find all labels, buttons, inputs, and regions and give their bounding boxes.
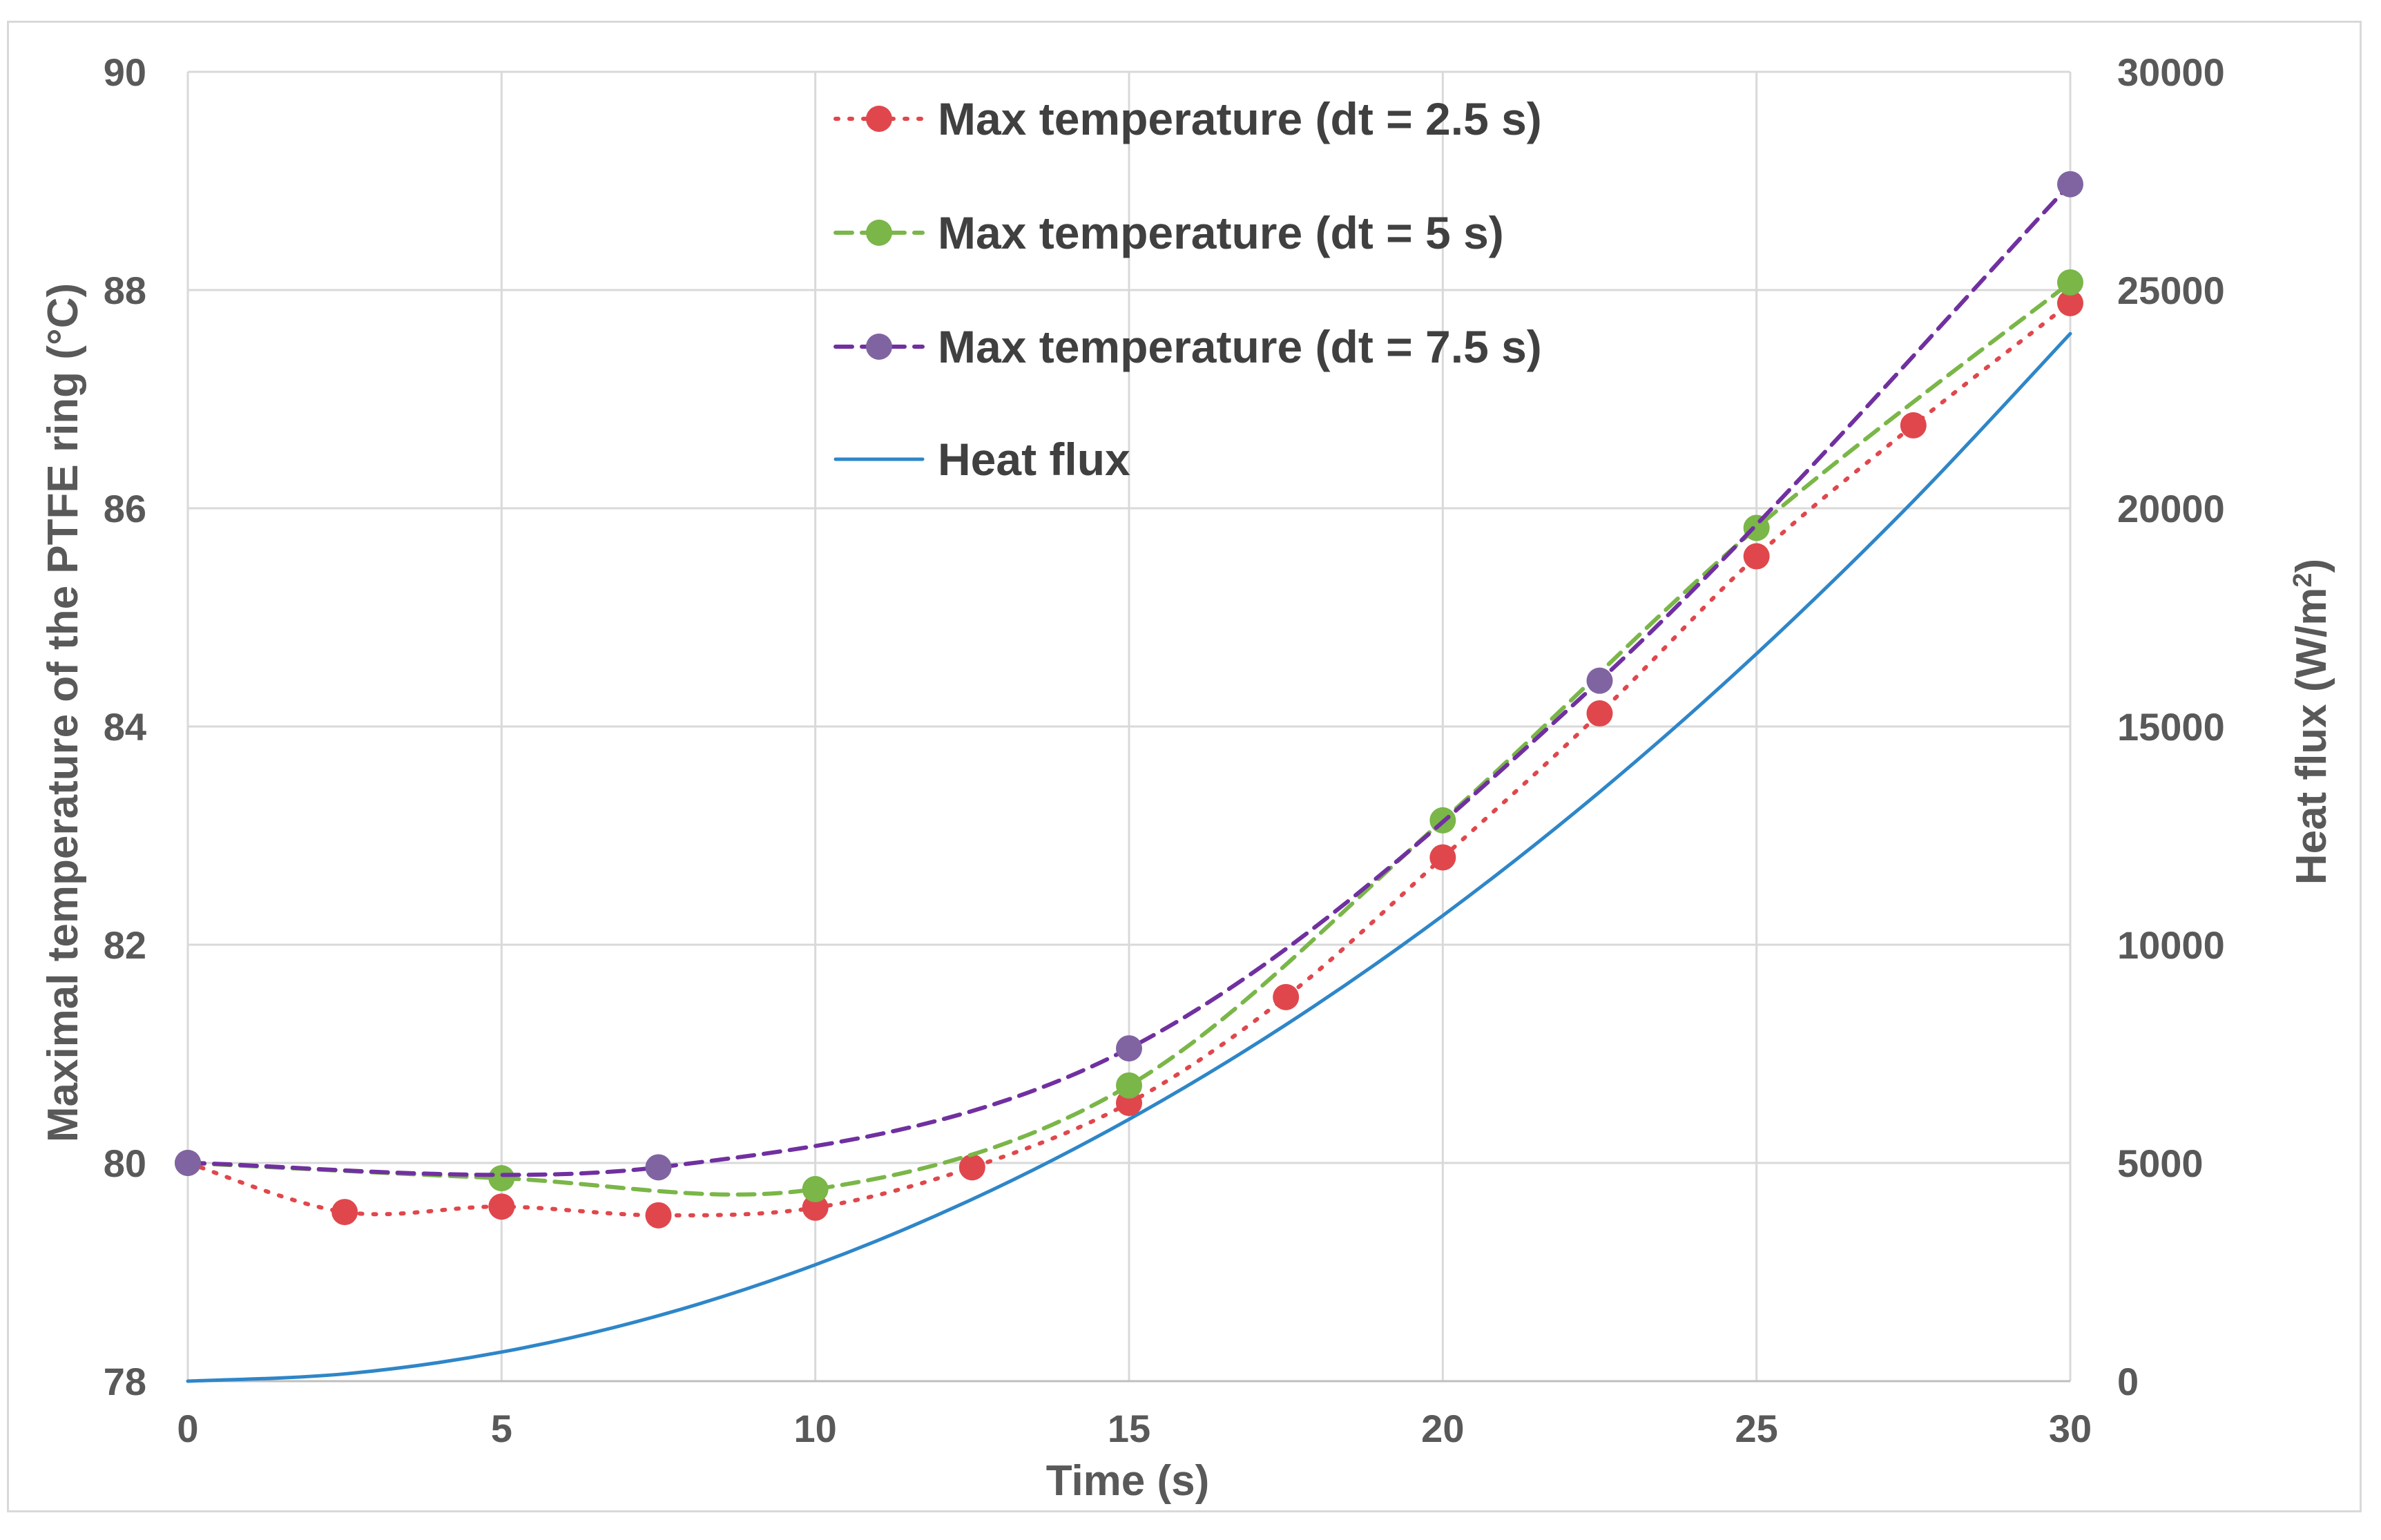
- y-axis-right-title-superscript: 2: [2288, 572, 2317, 587]
- data-point-max-temperature-dt-7-5-s: [1116, 1035, 1142, 1062]
- data-point-max-temperature-dt-2-5-s: [488, 1193, 515, 1220]
- data-point-max-temperature-dt-2-5-s: [1900, 412, 1927, 439]
- data-point-max-temperature-dt-5-s: [488, 1165, 515, 1192]
- series-line-heat-flux: [186, 331, 2072, 1383]
- y-right-tick-label: 20000: [2117, 487, 2225, 530]
- y-right-tick-label: 25000: [2117, 269, 2225, 312]
- y-left-tick-label: 78: [104, 1360, 146, 1403]
- y-left-tick-label: 86: [104, 487, 146, 530]
- data-point-max-temperature-dt-2-5-s: [1586, 700, 1613, 727]
- data-point-max-temperature-dt-2-5-s: [645, 1202, 672, 1229]
- data-point-max-temperature-dt-7-5-s: [175, 1150, 201, 1176]
- data-point-max-temperature-dt-2-5-s: [1273, 983, 1300, 1010]
- x-axis-title: Time (s): [1046, 1457, 1210, 1505]
- data-point-max-temperature-dt-5-s: [802, 1175, 829, 1202]
- y-right-tick-label: 0: [2117, 1360, 2139, 1403]
- series-line-max-temperature-dt-2-5-s: [186, 300, 2072, 1217]
- data-point-max-temperature-dt-2-5-s: [958, 1154, 985, 1181]
- data-point-max-temperature-dt-2-5-s: [1743, 543, 1770, 570]
- y-right-tick-label: 10000: [2117, 923, 2225, 967]
- legend: Max temperature (dt = 2.5 s) Max temperat…: [833, 93, 1542, 485]
- y-axis-right-title: Heat flux (W/m2): [2288, 559, 2335, 885]
- data-point-max-temperature-dt-2-5-s: [331, 1199, 358, 1226]
- y-left-tick-label: 88: [104, 269, 146, 312]
- legend-marker-max-temperature-dt-7-5-s: [866, 334, 892, 360]
- data-point-max-temperature-dt-5-s: [2057, 269, 2083, 296]
- data-point-max-temperature-dt-2-5-s: [2057, 289, 2083, 316]
- y-right-tick-label: 15000: [2117, 705, 2225, 749]
- data-point-max-temperature-dt-2-5-s: [802, 1194, 829, 1221]
- x-tick-label: 30: [2049, 1407, 2092, 1450]
- data-point-max-temperature-dt-2-5-s: [1429, 844, 1456, 871]
- chart-frame: [7, 21, 2362, 1512]
- data-point-max-temperature-dt-5-s: [1116, 1072, 1142, 1099]
- x-tick-label: 20: [1421, 1407, 1464, 1450]
- y-left-tick-label: 82: [104, 923, 146, 967]
- legend-marker-max-temperature-dt-2-5-s: [866, 106, 892, 132]
- data-point-max-temperature-dt-7-5-s: [2057, 171, 2083, 198]
- x-tick-label: 25: [1735, 1407, 1778, 1450]
- legend-label-max-temperature-dt-7-5-s: Max temperature (dt = 7.5 s): [938, 321, 1542, 372]
- y-left-tick-label: 84: [104, 705, 146, 749]
- y-right-tick-label: 5000: [2117, 1142, 2204, 1185]
- gridlines: [188, 70, 2070, 1381]
- x-tick-label: 10: [794, 1407, 837, 1450]
- tick-labels: 0 5 10 15 20 25 30 78 80 82 84 86 88 90 0 5000 10000 1500…: [104, 50, 2225, 1450]
- series: [175, 171, 2083, 1383]
- y-left-tick-label: 80: [104, 1142, 146, 1185]
- x-tick-label: 0: [177, 1407, 198, 1450]
- y-left-tick-label: 90: [104, 50, 146, 94]
- y-right-tick-label: 30000: [2117, 50, 2225, 94]
- data-point-max-temperature-dt-7-5-s: [645, 1154, 672, 1181]
- legend-label-max-temperature-dt-2-5-s: Max temperature (dt = 2.5 s): [938, 93, 1542, 144]
- legend-marker-max-temperature-dt-5-s: [866, 220, 892, 246]
- series-line-max-temperature-dt-7-5-s: [186, 182, 2072, 1177]
- y-axis-left-title: Maximal temperature of the PTFE ring (°C…: [39, 283, 87, 1142]
- legend-label-heat-flux: Heat flux: [938, 434, 1130, 485]
- y-axis-right-title-base: Heat flux (W/m: [2288, 588, 2335, 885]
- x-tick-label: 5: [491, 1407, 512, 1450]
- data-point-max-temperature-dt-7-5-s: [1586, 667, 1613, 694]
- y-axis-right-title-end: ): [2288, 559, 2335, 573]
- x-tick-label: 15: [1108, 1407, 1150, 1450]
- legend-label-max-temperature-dt-5-s: Max temperature (dt = 5 s): [938, 207, 1504, 258]
